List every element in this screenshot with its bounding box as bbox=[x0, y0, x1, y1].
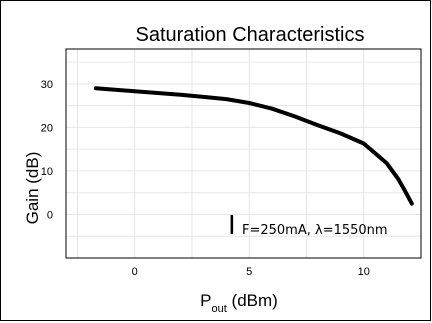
y-tick-label: 30 bbox=[41, 79, 53, 91]
plot-area bbox=[65, 48, 422, 259]
y-tick-label: 20 bbox=[41, 122, 53, 134]
chart-title: Saturation Characteristics bbox=[136, 24, 365, 46]
annotation-big-letter: I bbox=[228, 211, 236, 241]
x-axis-label: Pout (dBm) bbox=[200, 291, 278, 315]
tick-labels: 0 10 20 30 0 5 10 bbox=[41, 79, 370, 278]
x-tick-label: 5 bbox=[246, 266, 252, 278]
y-tick-label: 0 bbox=[47, 209, 53, 221]
y-tick-label: 10 bbox=[41, 166, 53, 178]
grid bbox=[66, 49, 421, 258]
x-tick-label: 10 bbox=[358, 266, 370, 278]
x-tick-label: 0 bbox=[132, 266, 138, 278]
y-axis-label: Gain (dB) bbox=[23, 152, 42, 225]
series-line-gain bbox=[93, 86, 414, 206]
condition-annotation: I F=250mA, λ=1550nm bbox=[228, 211, 388, 241]
annotation-text: F=250mA, λ=1550nm bbox=[242, 223, 388, 238]
